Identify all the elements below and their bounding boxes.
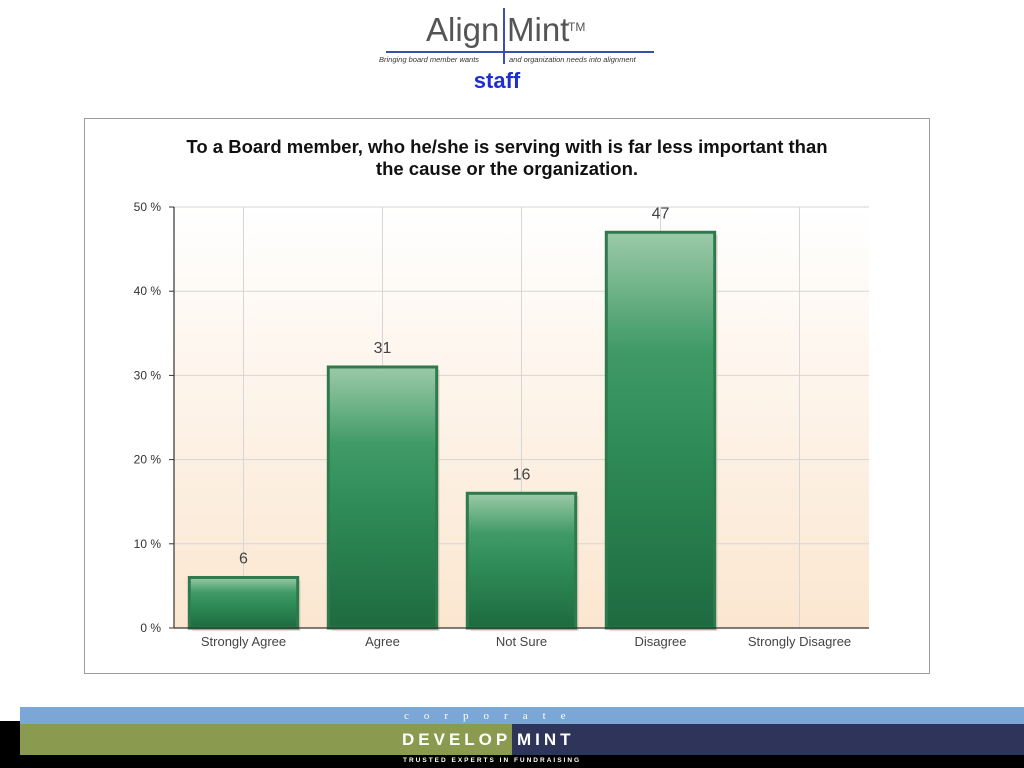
bar-value-label: 6 xyxy=(239,550,248,567)
bar xyxy=(187,575,300,630)
y-tick-label: 50 % xyxy=(134,200,162,214)
chart-title: To a Board member, who he/she is serving… xyxy=(85,136,929,180)
footer-black-block xyxy=(0,721,20,768)
x-tick-label: Not Sure xyxy=(496,634,547,649)
bar-chart: 0 % 10 % 20 % 30 % 40 % 50 % 6 Strongly Agree 31… xyxy=(134,200,869,649)
bar xyxy=(326,365,439,630)
bar-value-label: 31 xyxy=(374,340,392,357)
footer-banner: corporate DEVELOP MINT TRUSTED EXPERTS I… xyxy=(0,707,1024,768)
footer-develop-text: DEVELOP xyxy=(402,730,512,749)
x-tick-label: Disagree xyxy=(634,634,686,649)
y-tick-label: 20 % xyxy=(134,453,162,467)
footer-blue-band xyxy=(20,707,1024,724)
bar xyxy=(465,491,578,630)
y-tick-label: 0 % xyxy=(140,621,161,635)
logo-word-mint: Mint xyxy=(507,11,570,48)
footer-mint-text: MINT xyxy=(517,730,575,749)
logo-horizontal-rule xyxy=(386,51,654,53)
logo-word-align: Align xyxy=(426,11,500,48)
x-tick-label: Agree xyxy=(365,634,400,649)
chart-title-line-2: the cause or the organization. xyxy=(375,158,639,179)
logo-tagline-left: Bringing board member wants xyxy=(379,55,480,64)
x-tick-label: Strongly Agree xyxy=(201,634,286,649)
chart-frame: To a Board member, who he/she is serving… xyxy=(84,118,930,674)
footer-black-band xyxy=(20,755,1024,768)
bar-value-label: 47 xyxy=(652,205,670,222)
bar xyxy=(604,230,717,630)
page-subtitle: staff xyxy=(473,68,521,93)
footer-olive-band xyxy=(20,724,512,755)
footer-corporate-text: corporate xyxy=(404,710,581,722)
logo-vertical-rule xyxy=(503,8,505,64)
alignmint-logo: Align Mint TM Bringing board member want… xyxy=(0,0,1024,100)
footer-trusted-text: TRUSTED EXPERTS IN FUNDRAISING xyxy=(403,757,582,764)
y-tick-label: 10 % xyxy=(134,537,162,551)
bar-value-label: 16 xyxy=(513,466,531,483)
y-tick-label: 40 % xyxy=(134,284,162,298)
logo-trademark: TM xyxy=(568,20,586,34)
x-tick-label: Strongly Disagree xyxy=(748,634,851,649)
y-tick-label: 30 % xyxy=(134,368,162,382)
logo-tagline-right: and organization needs into alignment xyxy=(509,55,636,64)
chart-title-line-1: To a Board member, who he/she is serving… xyxy=(186,136,828,157)
footer-navy-band xyxy=(512,724,1024,755)
